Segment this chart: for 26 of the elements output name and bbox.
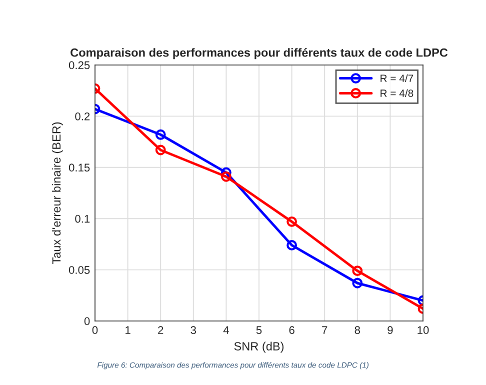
y-tick-label: 0.2 [75,112,90,120]
x-tick-label: 0 [92,326,98,334]
point [286,216,298,227]
y-tick-label: 0.05 [68,266,90,274]
x-tick-label: 8 [354,326,360,334]
x-axis-title: SNR (dB) [234,342,284,353]
x-tick-label: 7 [322,326,328,334]
point [220,167,232,178]
x-tick-label: 9 [388,326,393,334]
x-tick-label: 3 [190,326,196,334]
x-tick-label: 2 [158,326,164,334]
legend-label: R = 4/7 [380,74,414,82]
legend-label: R = 4/8 [380,89,414,97]
x-tick-label: 6 [289,326,294,334]
point [220,171,232,182]
y-tick-label: 0.25 [68,61,90,70]
x-tick-label: 1 [126,326,130,334]
y-tick-label: 0 [84,317,90,326]
x-tick-label: 10 [418,326,429,334]
y-axis-title: Taux d'erreur binaire (BER) [52,122,63,264]
chart-title: Comparaison des performances pour différents taux de code LDPC [70,48,448,60]
y-tick-label: 0.15 [68,164,90,172]
x-tick-label: 4 [223,326,229,334]
x-tick-label: 5 [256,326,262,334]
y-tick-label: 0.1 [75,214,90,223]
point [286,240,298,250]
